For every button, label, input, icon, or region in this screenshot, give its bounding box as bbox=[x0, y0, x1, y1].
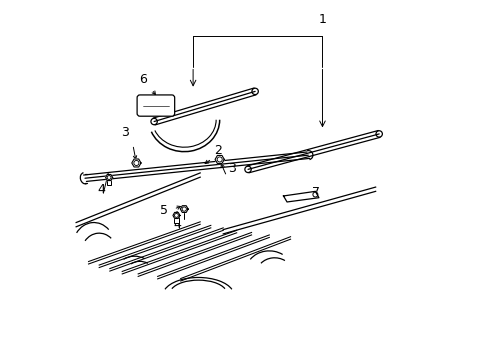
Text: 7: 7 bbox=[311, 186, 319, 199]
Text: 1: 1 bbox=[318, 13, 326, 26]
Text: 4: 4 bbox=[97, 183, 105, 196]
Text: 5: 5 bbox=[160, 204, 168, 217]
Text: 3: 3 bbox=[228, 162, 236, 175]
Bar bbox=[107, 177, 111, 185]
Polygon shape bbox=[105, 175, 112, 181]
Text: 3: 3 bbox=[121, 126, 129, 139]
Text: 4: 4 bbox=[173, 219, 181, 231]
FancyBboxPatch shape bbox=[137, 95, 174, 116]
Polygon shape bbox=[180, 206, 188, 212]
Polygon shape bbox=[132, 159, 141, 167]
Bar bbox=[174, 215, 178, 223]
Text: 2: 2 bbox=[214, 144, 222, 157]
Polygon shape bbox=[283, 192, 318, 202]
Text: 6: 6 bbox=[139, 73, 147, 86]
Polygon shape bbox=[215, 156, 224, 163]
Ellipse shape bbox=[140, 98, 171, 113]
Polygon shape bbox=[173, 212, 180, 219]
